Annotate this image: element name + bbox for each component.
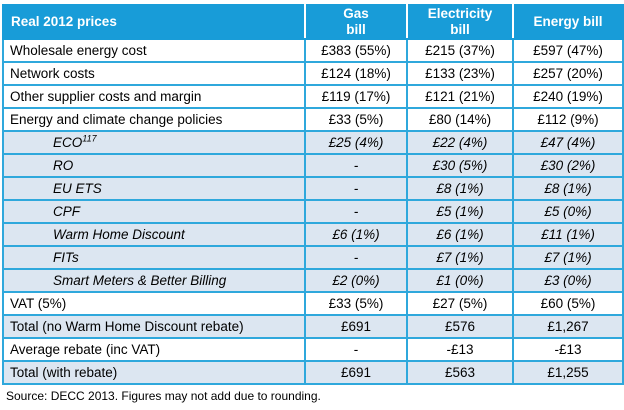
electricity-value: -£13 xyxy=(406,337,514,362)
header-row: Real 2012 prices Gas bill Electricity bi… xyxy=(2,4,624,40)
header-electricity-bill: Electricity bill xyxy=(406,4,514,40)
gas-value: - xyxy=(304,337,408,362)
table-row-sub: FITs - £7 (1%) £7 (1%) xyxy=(2,245,624,270)
gas-value: £25 (4%) xyxy=(304,130,408,155)
gas-value: £6 (1%) xyxy=(304,222,408,247)
energy-value: £47 (4%) xyxy=(512,130,624,155)
table-row-sub: Warm Home Discount £6 (1%) £6 (1%) £11 (… xyxy=(2,222,624,247)
row-label: Total (no Warm Home Discount rebate) xyxy=(2,314,306,339)
row-label: Total (with rebate) xyxy=(2,360,306,385)
energy-bill-breakdown-table: Real 2012 prices Gas bill Electricity bi… xyxy=(2,4,624,385)
electricity-value: £5 (1%) xyxy=(406,199,514,224)
row-label: EU ETS xyxy=(2,176,306,201)
row-label: Warm Home Discount xyxy=(2,222,306,247)
gas-value: £2 (0%) xyxy=(304,268,408,293)
electricity-value: £563 xyxy=(406,360,514,385)
row-label: Wholesale energy cost xyxy=(2,38,306,63)
header-gas-bill: Gas bill xyxy=(304,4,408,40)
energy-value: £3 (0%) xyxy=(512,268,624,293)
row-label-text: ECO xyxy=(53,134,83,150)
prices-table: Real 2012 prices Gas bill Electricity bi… xyxy=(2,4,624,385)
table-row: Network costs £124 (18%) £133 (23%) £257… xyxy=(2,61,624,86)
electricity-value: £215 (37%) xyxy=(406,38,514,63)
gas-value: £691 xyxy=(304,314,408,339)
table-row: Energy and climate change policies £33 (… xyxy=(2,107,624,132)
electricity-value: £576 xyxy=(406,314,514,339)
row-label: Smart Meters & Better Billing xyxy=(2,268,306,293)
source-note: Source: DECC 2013. Figures may not add d… xyxy=(6,389,321,403)
energy-value: £597 (47%) xyxy=(512,38,624,63)
header-real-2012-prices: Real 2012 prices xyxy=(2,4,306,40)
row-label: RO xyxy=(2,153,306,178)
table-row-sub: RO - £30 (5%) £30 (2%) xyxy=(2,153,624,178)
gas-value: £33 (5%) xyxy=(304,291,408,316)
energy-value: £7 (1%) xyxy=(512,245,624,270)
energy-value: £257 (20%) xyxy=(512,61,624,86)
energy-value: £112 (9%) xyxy=(512,107,624,132)
electricity-value: £30 (5%) xyxy=(406,153,514,178)
row-label: CPF xyxy=(2,199,306,224)
table-row-sub: ECO117 £25 (4%) £22 (4%) £47 (4%) xyxy=(2,130,624,155)
gas-value: - xyxy=(304,199,408,224)
table-row: Average rebate (inc VAT) - -£13 -£13 xyxy=(2,337,624,362)
energy-value: £60 (5%) xyxy=(512,291,624,316)
footnote-marker: 117 xyxy=(82,133,97,144)
energy-value: £1,267 xyxy=(512,314,624,339)
gas-value: - xyxy=(304,245,408,270)
header-energy-bill: Energy bill xyxy=(512,4,624,40)
row-label: Energy and climate change policies xyxy=(2,107,306,132)
energy-value: -£13 xyxy=(512,337,624,362)
energy-value: £5 (0%) xyxy=(512,199,624,224)
energy-value: £11 (1%) xyxy=(512,222,624,247)
table-row: VAT (5%) £33 (5%) £27 (5%) £60 (5%) xyxy=(2,291,624,316)
electricity-value: £27 (5%) xyxy=(406,291,514,316)
electricity-value: £1 (0%) xyxy=(406,268,514,293)
table-row-sub: EU ETS - £8 (1%) £8 (1%) xyxy=(2,176,624,201)
electricity-value: £80 (14%) xyxy=(406,107,514,132)
gas-value: £383 (55%) xyxy=(304,38,408,63)
energy-value: £240 (19%) xyxy=(512,84,624,109)
energy-value: £1,255 xyxy=(512,360,624,385)
gas-value: - xyxy=(304,153,408,178)
gas-value: £119 (17%) xyxy=(304,84,408,109)
row-label: VAT (5%) xyxy=(2,291,306,316)
row-label: ECO117 xyxy=(2,130,306,155)
row-label: FITs xyxy=(2,245,306,270)
electricity-value: £8 (1%) xyxy=(406,176,514,201)
table-row: Wholesale energy cost £383 (55%) £215 (3… xyxy=(2,38,624,63)
gas-value: - xyxy=(304,176,408,201)
electricity-value: £6 (1%) xyxy=(406,222,514,247)
table-row-total: Total (no Warm Home Discount rebate) £69… xyxy=(2,314,624,339)
row-label: Other supplier costs and margin xyxy=(2,84,306,109)
table-row-sub: Smart Meters & Better Billing £2 (0%) £1… xyxy=(2,268,624,293)
gas-value: £33 (5%) xyxy=(304,107,408,132)
table-row-total: Total (with rebate) £691 £563 £1,255 xyxy=(2,360,624,385)
electricity-value: £7 (1%) xyxy=(406,245,514,270)
table-row: Other supplier costs and margin £119 (17… xyxy=(2,84,624,109)
electricity-value: £22 (4%) xyxy=(406,130,514,155)
electricity-value: £133 (23%) xyxy=(406,61,514,86)
row-label: Network costs xyxy=(2,61,306,86)
energy-value: £8 (1%) xyxy=(512,176,624,201)
gas-value: £691 xyxy=(304,360,408,385)
electricity-value: £121 (21%) xyxy=(406,84,514,109)
table-row-sub: CPF - £5 (1%) £5 (0%) xyxy=(2,199,624,224)
row-label: Average rebate (inc VAT) xyxy=(2,337,306,362)
energy-value: £30 (2%) xyxy=(512,153,624,178)
gas-value: £124 (18%) xyxy=(304,61,408,86)
